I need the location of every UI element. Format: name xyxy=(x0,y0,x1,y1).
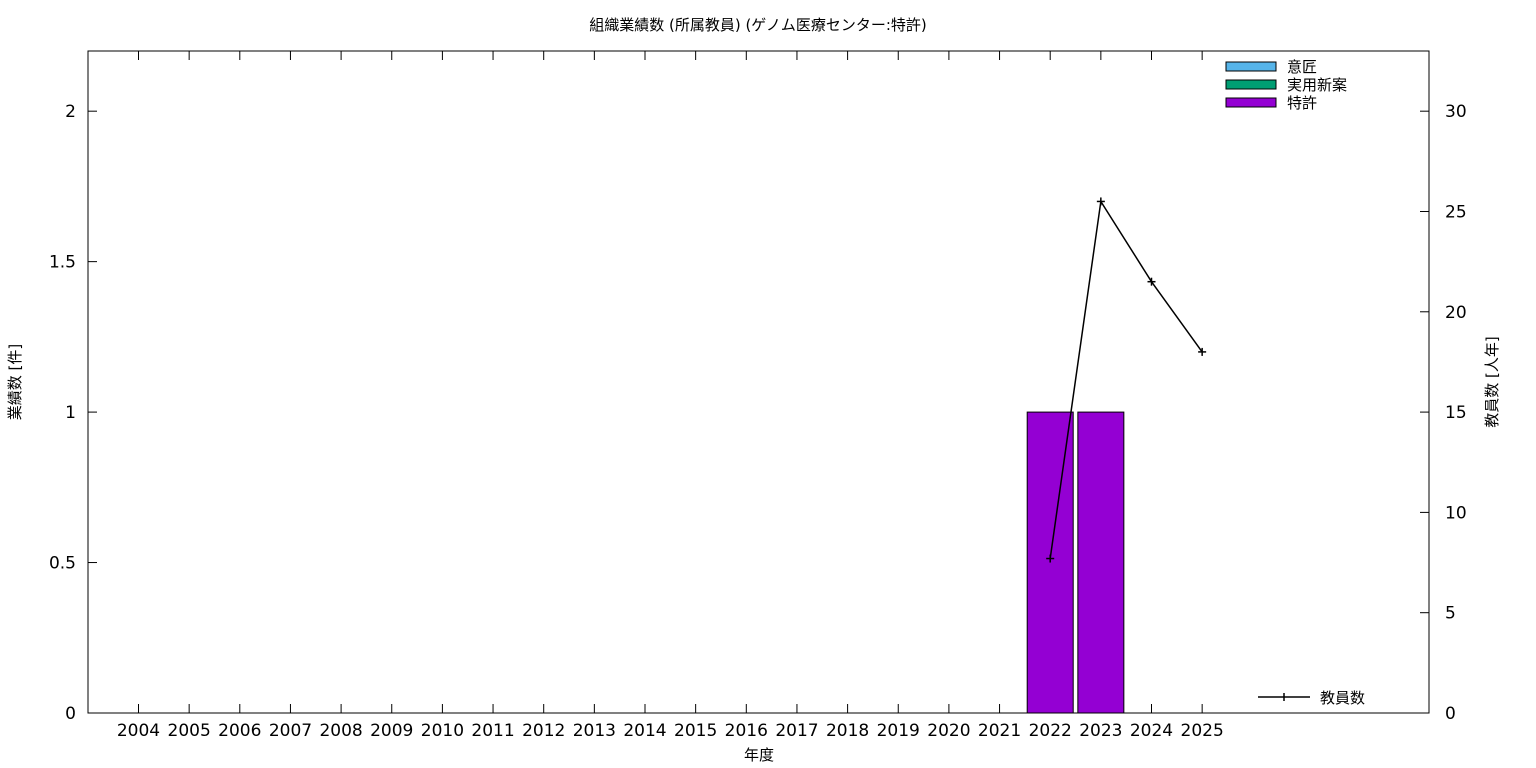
y2-tick-label: 25 xyxy=(1445,202,1467,222)
x-axis-label: 年度 xyxy=(744,746,774,764)
y-tick-label: 0.5 xyxy=(49,554,76,574)
x-tick-label: 2013 xyxy=(573,721,616,741)
legend-swatch-0 xyxy=(1225,61,1277,72)
x-tick-label: 2021 xyxy=(978,721,1021,741)
y-axis-label: 業績数 [件] xyxy=(6,344,24,420)
bar-2023-series-2 xyxy=(1077,411,1125,714)
faculty-line xyxy=(1046,197,1207,563)
x-tick-label: 2006 xyxy=(218,721,261,741)
chart-title: 組織業績数 (所属教員) (ゲノム医療センター:特許) xyxy=(589,16,927,34)
faculty-point-2022 xyxy=(1046,554,1055,563)
x-tick-label: 2005 xyxy=(168,721,211,741)
x-tick-label: 2010 xyxy=(421,721,464,741)
x-tick-label: 2008 xyxy=(319,721,362,741)
y-tick-label: 1 xyxy=(65,403,76,423)
y2-tick-label: 30 xyxy=(1445,102,1467,122)
faculty-line-path xyxy=(1049,199,1203,559)
y-tick-label: 0 xyxy=(65,704,76,724)
faculty-point-2023 xyxy=(1096,197,1105,206)
x-axis-ticks: 2004 2005 2006 2007 2008 2009 2010 2011 2012 2013… xyxy=(117,51,1224,741)
y-tick-label: 1.5 xyxy=(49,253,76,273)
right-axis-ticks: 0 5 10 15 20 25 30 xyxy=(1420,102,1467,724)
x-tick-label: 2004 xyxy=(117,721,160,741)
bars xyxy=(1026,411,1125,714)
x-tick-label: 2017 xyxy=(775,721,818,741)
x-tick-label: 2018 xyxy=(826,721,869,741)
x-tick-label: 2014 xyxy=(623,721,666,741)
x-tick-label: 2020 xyxy=(927,721,970,741)
y2-axis-label: 教員数 [人年] xyxy=(1483,336,1501,427)
legend-label-1: 実用新案 xyxy=(1287,76,1347,94)
plot-frame xyxy=(87,50,1430,714)
legend-swatch-1 xyxy=(1225,79,1277,90)
left-axis-ticks: 0 0.5 1 1.5 2 xyxy=(49,102,97,724)
faculty-point-2025 xyxy=(1198,347,1207,356)
legend-label-2: 特許 xyxy=(1287,94,1317,112)
x-tick-label: 2007 xyxy=(269,721,312,741)
y2-tick-label: 5 xyxy=(1445,604,1456,624)
x-tick-label: 2025 xyxy=(1181,721,1224,741)
x-tick-label: 2012 xyxy=(522,721,565,741)
y-tick-label: 2 xyxy=(65,102,76,122)
line-legend-label: 教員数 xyxy=(1320,689,1365,707)
x-tick-label: 2011 xyxy=(471,721,514,741)
y2-tick-label: 10 xyxy=(1445,503,1467,523)
x-tick-label: 2024 xyxy=(1130,721,1173,741)
x-tick-label: 2022 xyxy=(1029,721,1072,741)
x-tick-label: 2019 xyxy=(877,721,920,741)
faculty-point-2024 xyxy=(1147,277,1156,286)
x-tick-label: 2009 xyxy=(370,721,413,741)
y2-tick-label: 15 xyxy=(1445,403,1467,423)
bar-2022-series-2 xyxy=(1026,411,1074,714)
x-tick-label: 2023 xyxy=(1079,721,1122,741)
x-tick-label: 2016 xyxy=(725,721,768,741)
legend-label-0: 意匠 xyxy=(1287,58,1317,76)
y2-tick-label: 0 xyxy=(1445,704,1456,724)
line-legend: 教員数 xyxy=(1258,689,1365,707)
legend-swatch-2 xyxy=(1225,97,1277,108)
x-tick-label: 2015 xyxy=(674,721,717,741)
y2-tick-label: 20 xyxy=(1445,303,1467,323)
